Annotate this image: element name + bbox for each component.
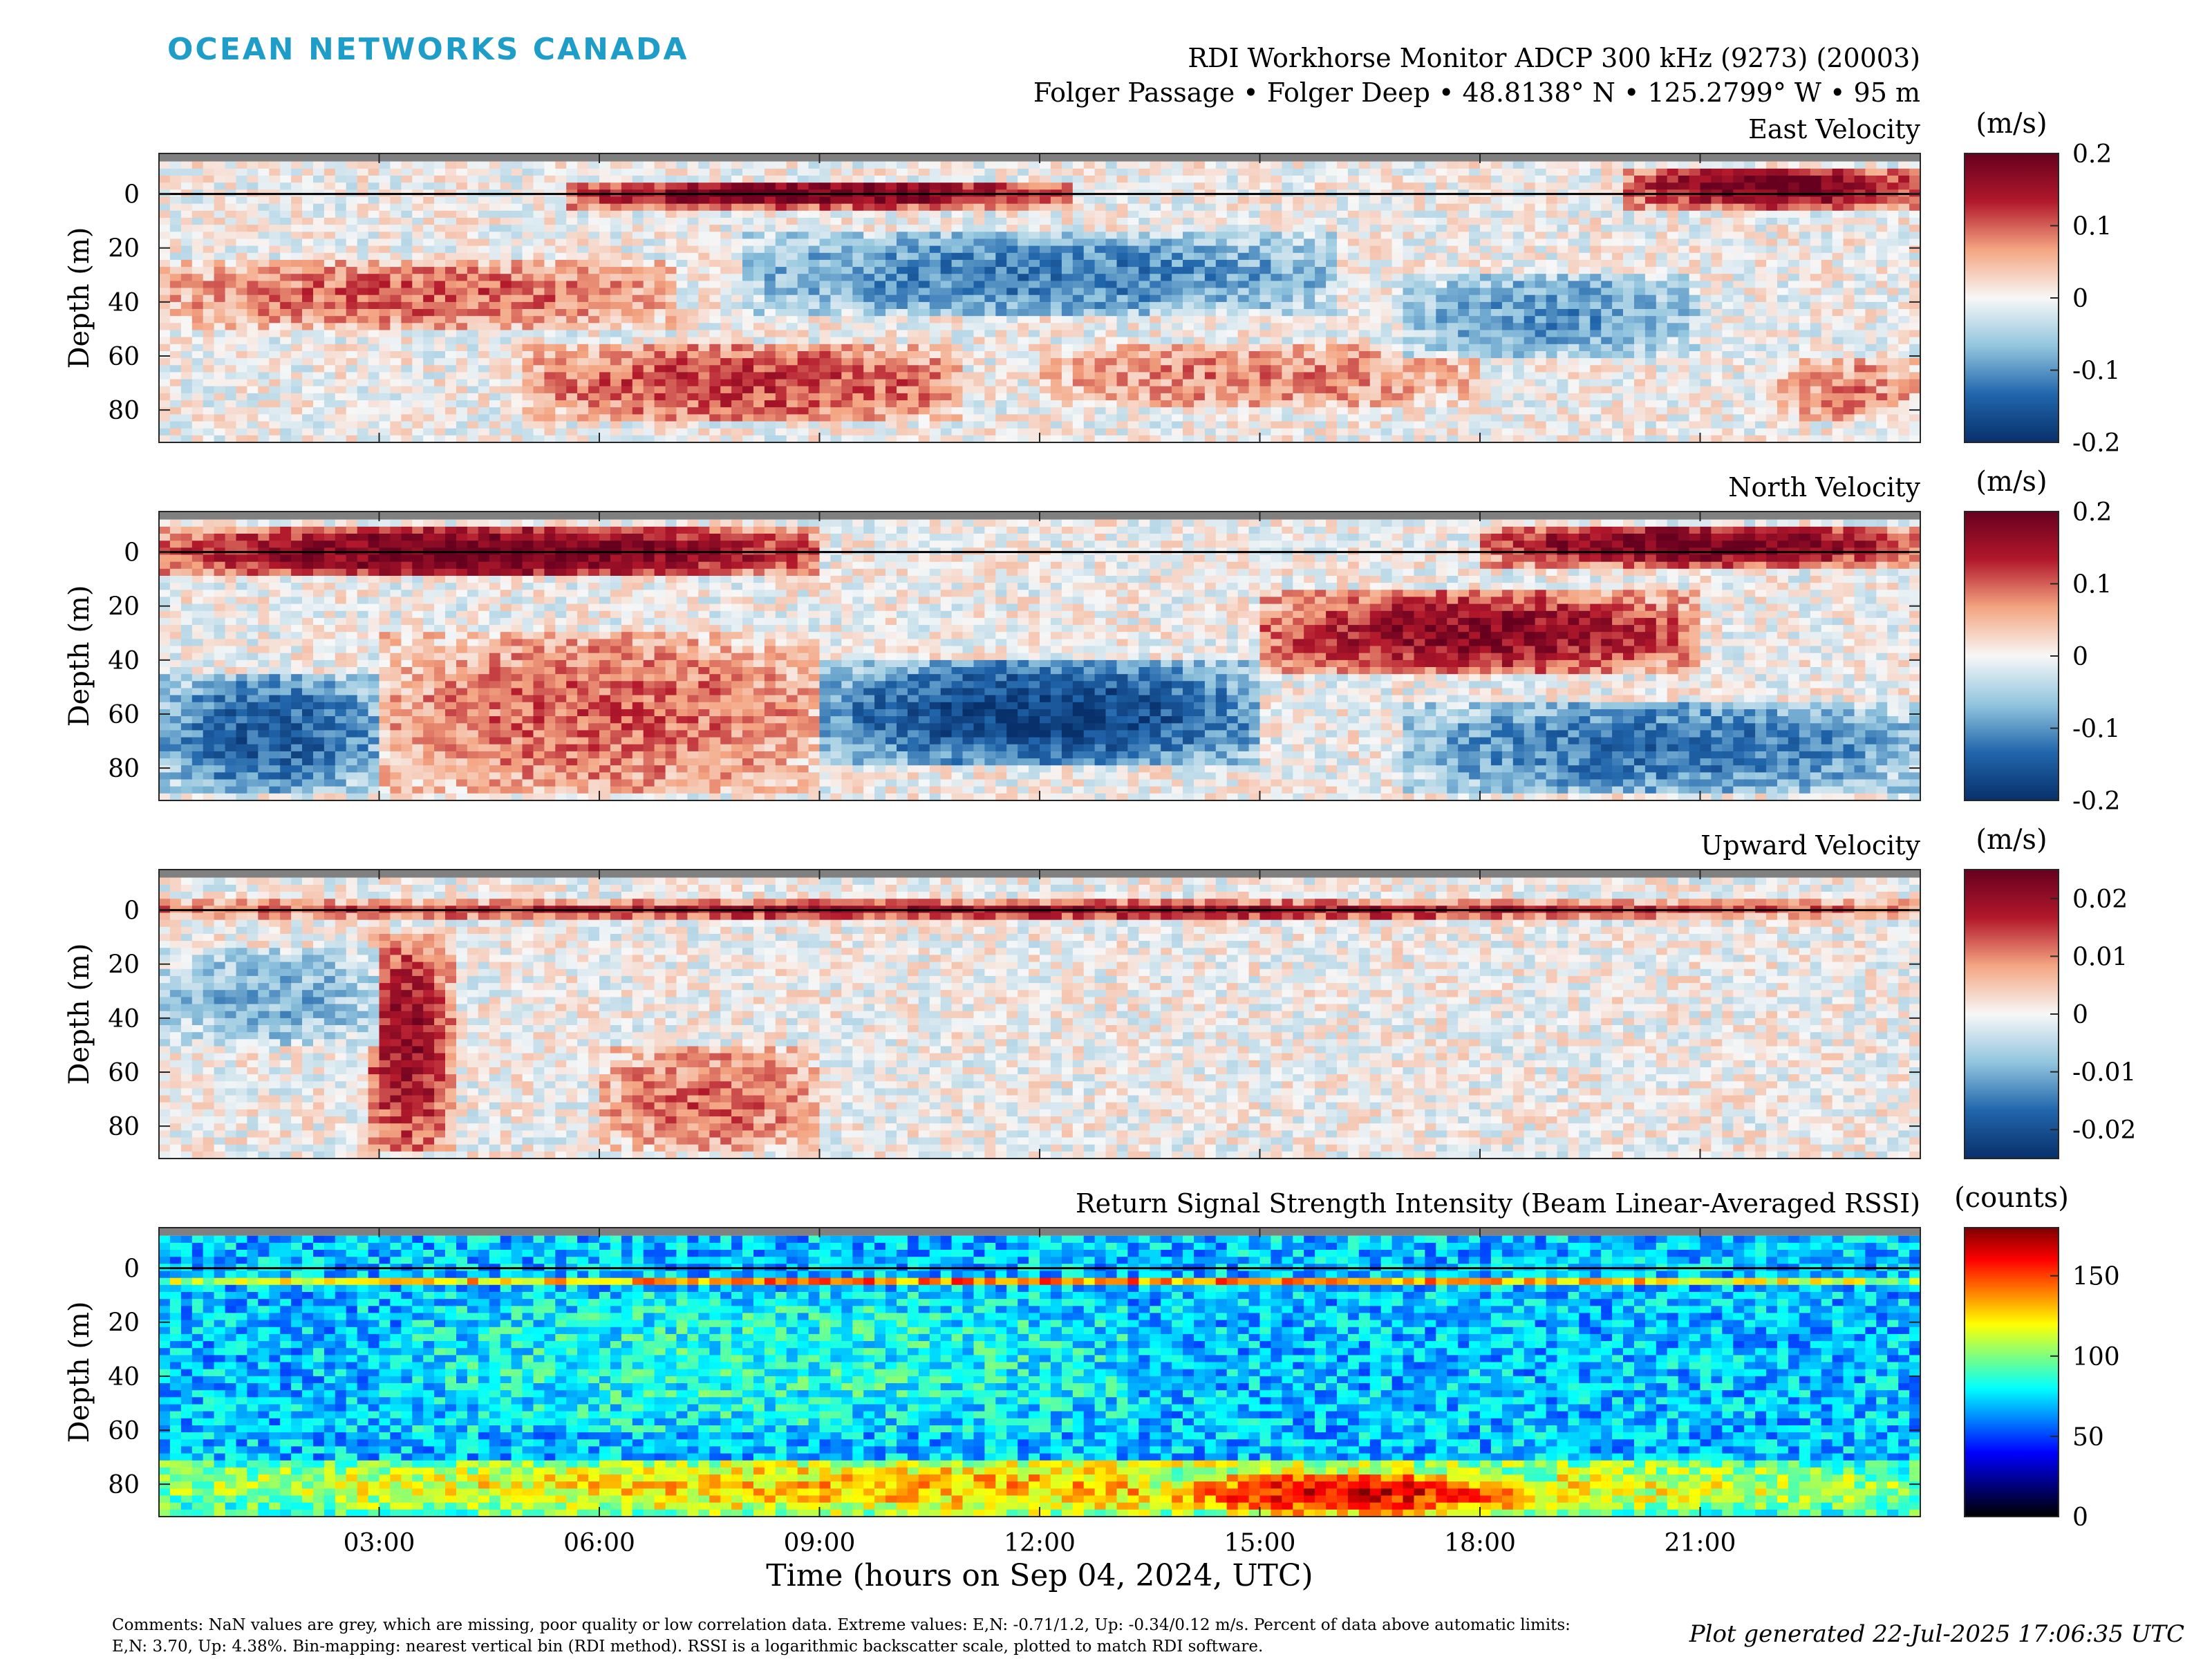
x-tick-label: 03:00: [344, 1529, 415, 1557]
x-tick-label: 09:00: [784, 1529, 856, 1557]
colorbar-3: (m/s) 0.02 0.01 0 -0.01 -0.02: [1964, 824, 2136, 1159]
y-axis-label: Depth (m): [64, 943, 95, 1085]
colorbar-tick-label: 50: [2072, 1423, 2104, 1452]
y-tick-label: 0: [124, 897, 140, 926]
colorbar-tick-label: -0.1: [2072, 715, 2120, 744]
y-tick-label: 0: [124, 539, 140, 568]
y-tick-label: 40: [108, 1005, 140, 1033]
y-tick-label: 0: [124, 1255, 140, 1284]
heatmap-field-3: [159, 870, 1920, 1159]
colorbar-2: (m/s) 0.2 0.1 0 -0.1 -0.2: [1964, 466, 2120, 816]
colorbar-tick-label: 0: [2072, 1001, 2088, 1029]
heatmap-field-4: [159, 1228, 1920, 1517]
y-tick-label: 60: [108, 343, 140, 371]
colorbar-label: (counts): [1954, 1182, 2069, 1214]
y-tick-label: 60: [108, 1417, 140, 1445]
colorbar-tick-label: 0: [2072, 285, 2088, 313]
colorbar-tick-label: 100: [2072, 1343, 2120, 1371]
panel-1: 0 20 40 60 80 Depth (m) East Velocity (m/s) 0.2 0…: [64, 108, 2120, 458]
y-tick-label: 40: [108, 647, 140, 675]
plot-title: RDI Workhorse Monitor ADCP 300 kHz (9273…: [1188, 43, 1920, 73]
y-tick-label: 40: [108, 289, 140, 317]
heatmap-field-2: [159, 512, 1920, 800]
colorbar-tick-label: -0.02: [2072, 1116, 2136, 1145]
y-tick-label: 80: [108, 397, 140, 425]
plot-subtitle: Folger Passage • Folger Deep • 48.8138° …: [1033, 77, 1920, 108]
panel-title: Return Signal Strength Intensity (Beam L…: [1076, 1188, 1920, 1219]
y-tick-label: 0: [124, 181, 140, 209]
y-axis-label: Depth (m): [64, 227, 95, 368]
colorbar-gradient: [1964, 153, 2059, 443]
colorbar-tick-label: 0.2: [2072, 140, 2112, 169]
colorbar-tick-label: -0.2: [2072, 787, 2120, 816]
x-tick-label: 06:00: [563, 1529, 635, 1557]
y-tick-label: 20: [108, 235, 140, 263]
plot-generated-timestamp: Plot generated 22-Jul-2025 17:06:35 UTC: [1689, 1620, 2184, 1648]
x-tick-label: 15:00: [1224, 1529, 1296, 1557]
panel-2: 0 20 40 60 80 Depth (m) North Velocity (m/s) 0.2…: [64, 466, 2120, 816]
ocean-networks-canada-logo: OCEAN NETWORKS CANADA: [167, 32, 689, 67]
colorbar-tick-label: 0: [2072, 1503, 2088, 1532]
colorbar-tick-label: 0.1: [2072, 213, 2112, 241]
colorbar-label: (m/s): [1976, 466, 2047, 498]
colorbar-tick-label: -0.2: [2072, 429, 2120, 458]
colorbar-tick-label: -0.01: [2072, 1059, 2136, 1087]
y-tick-label: 40: [108, 1363, 140, 1391]
y-axis-label: Depth (m): [64, 585, 95, 727]
y-tick-label: 20: [108, 1309, 140, 1338]
x-axis-label: Time (hours on Sep 04, 2024, UTC): [766, 1558, 1313, 1593]
panel-3: 0 20 40 60 80 Depth (m) Upward Velocity (m/s) 0.…: [64, 824, 2136, 1159]
heatmap-field-1: [159, 153, 1920, 442]
colorbar-tick-label: -0.1: [2072, 357, 2120, 386]
colorbar-tick-label: 0.2: [2072, 498, 2112, 527]
y-tick-label: 20: [108, 593, 140, 621]
y-axis-label: Depth (m): [64, 1301, 95, 1443]
x-tick-label: 21:00: [1665, 1529, 1736, 1557]
panel-title: North Velocity: [1728, 472, 1920, 503]
colorbar-tick-label: 0.02: [2072, 885, 2128, 914]
colorbar-tick-label: 0.01: [2072, 943, 2128, 971]
y-tick-label: 80: [108, 1471, 140, 1499]
colorbar-gradient: [1964, 511, 2059, 801]
y-tick-label: 20: [108, 951, 140, 980]
y-tick-label: 80: [108, 755, 140, 783]
colorbar-label: (m/s): [1976, 108, 2047, 140]
panel-4: 0 20 40 60 80 03:00 06:00 09:00 12:00 15:00 18:00 2…: [64, 1182, 2120, 1593]
panel-title: East Velocity: [1748, 114, 1920, 144]
y-tick-label: 60: [108, 1059, 140, 1087]
colorbar-4: (counts) 150 100 50 0: [1954, 1182, 2120, 1532]
colorbar-tick-label: 0.1: [2072, 571, 2112, 599]
y-tick-label: 80: [108, 1113, 140, 1141]
colorbar-1: (m/s) 0.2 0.1 0 -0.1 -0.2: [1964, 108, 2120, 458]
colorbar-gradient: [1964, 869, 2059, 1159]
x-tick-label: 18:00: [1444, 1529, 1516, 1557]
colorbar-gradient: [1964, 1227, 2059, 1517]
colorbar-tick-label: 0: [2072, 643, 2088, 671]
x-tick-label: 12:00: [1004, 1529, 1076, 1557]
panel-title: Upward Velocity: [1700, 830, 1920, 861]
colorbar-label: (m/s): [1976, 824, 2047, 856]
y-tick-label: 60: [108, 701, 140, 729]
comments-text: Comments: NaN values are grey, which are…: [112, 1615, 1605, 1658]
colorbar-tick-label: 150: [2072, 1263, 2120, 1291]
